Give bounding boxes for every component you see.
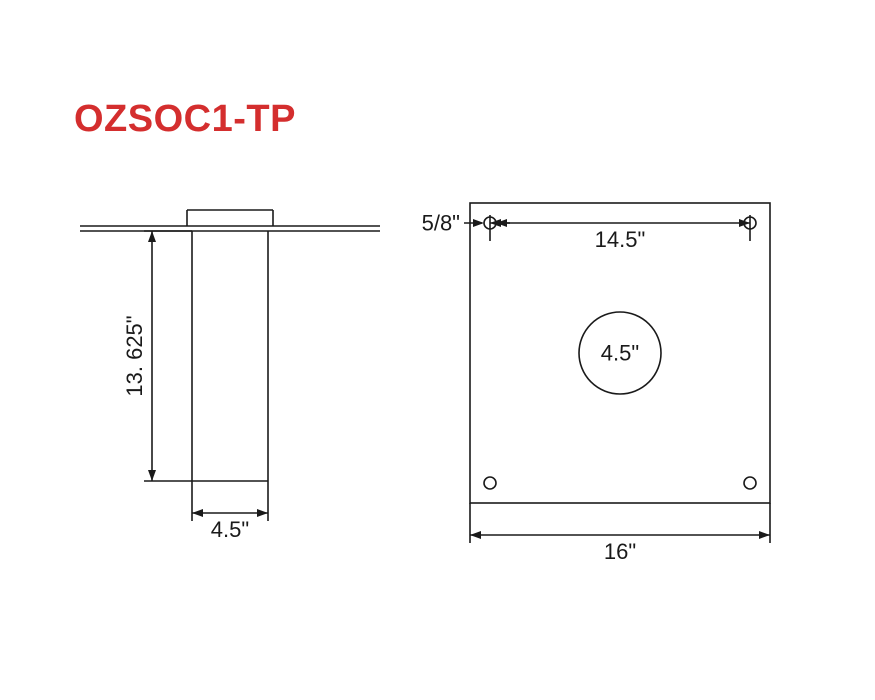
- part-number-title: OZSOC1-TP: [74, 98, 296, 141]
- center-hole-label: 4.5": [601, 341, 639, 366]
- drawing-stage: OZSOC1-TP 13. 625" 4.5" 4.5" 5/8" 14.5" 16": [0, 0, 875, 700]
- plate-width-label: 16": [604, 539, 636, 564]
- corner-hole: [484, 477, 496, 489]
- top-view: 4.5" 5/8" 14.5" 16": [422, 203, 770, 564]
- corner-hole: [744, 477, 756, 489]
- side-width-label: 4.5": [211, 517, 249, 542]
- side-view: 13. 625" 4.5": [80, 210, 380, 542]
- side-height-label: 13. 625": [122, 315, 147, 396]
- corner-hole-size-label: 5/8": [422, 211, 460, 236]
- holes-span-label: 14.5": [595, 227, 646, 252]
